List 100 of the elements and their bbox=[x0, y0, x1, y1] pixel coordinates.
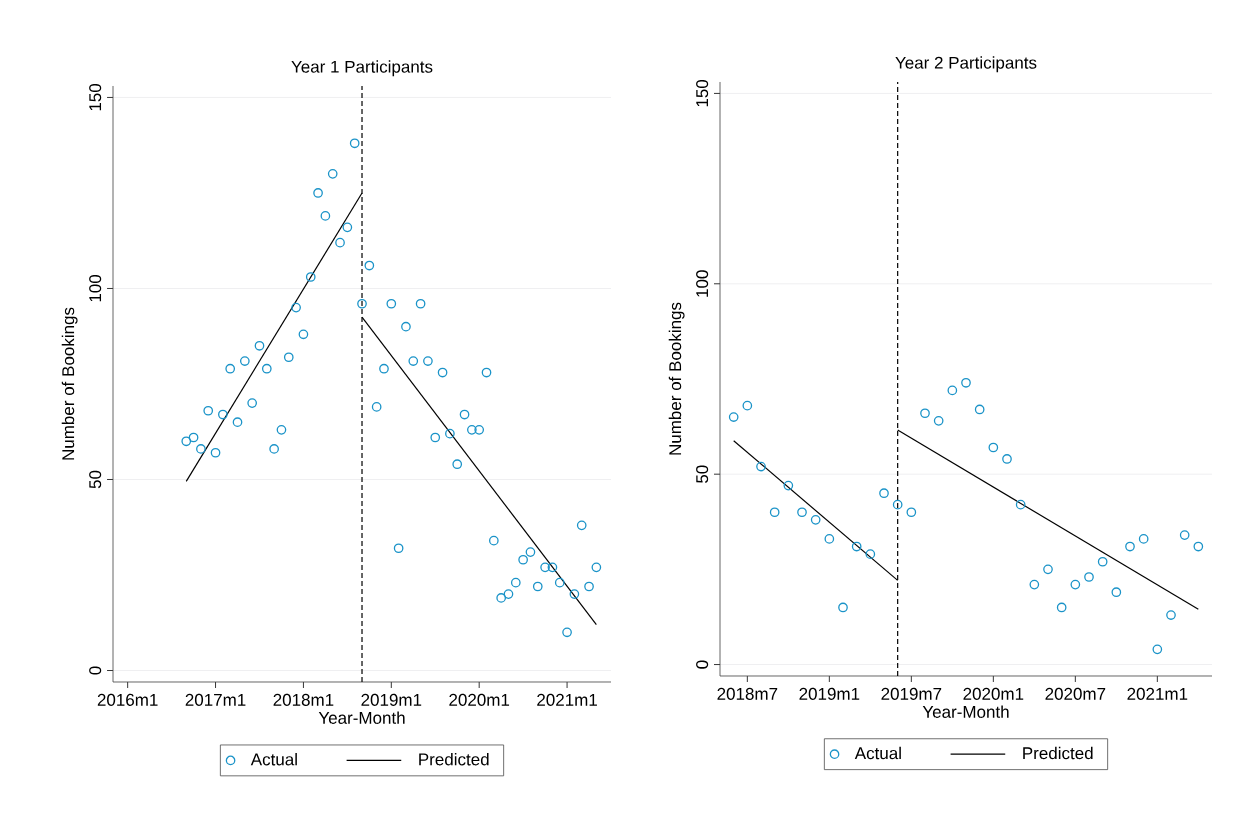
point bbox=[218, 409, 228, 420]
y-tick-label: 50 bbox=[696, 465, 709, 483]
point bbox=[1152, 644, 1163, 655]
point bbox=[1015, 499, 1026, 510]
point bbox=[239, 356, 250, 366]
point bbox=[496, 593, 507, 603]
point bbox=[327, 169, 338, 179]
y-tick-label: 150 bbox=[89, 83, 102, 111]
point bbox=[291, 302, 301, 313]
point bbox=[756, 461, 766, 472]
point bbox=[1043, 564, 1053, 575]
point bbox=[503, 589, 514, 599]
point bbox=[408, 356, 419, 366]
y-tick-label: 50 bbox=[89, 470, 102, 489]
y-tick-label: 0 bbox=[89, 666, 102, 675]
point bbox=[1111, 587, 1122, 598]
point bbox=[584, 581, 594, 592]
point bbox=[1029, 579, 1040, 590]
point bbox=[540, 562, 550, 573]
y-tick-label: 100 bbox=[89, 274, 102, 302]
point bbox=[298, 329, 309, 340]
point bbox=[452, 459, 463, 470]
point bbox=[261, 363, 272, 374]
point bbox=[481, 367, 492, 378]
point bbox=[810, 515, 821, 525]
point bbox=[269, 444, 279, 454]
point bbox=[335, 237, 345, 248]
point bbox=[525, 547, 536, 557]
point bbox=[933, 416, 944, 426]
x-tick-label: 2019m1 bbox=[799, 687, 860, 700]
point bbox=[225, 363, 236, 374]
point bbox=[851, 541, 862, 552]
x-tick-label: 2018m7 bbox=[717, 687, 778, 700]
point bbox=[824, 534, 835, 544]
x-tick-label: 2019m7 bbox=[881, 687, 942, 700]
point bbox=[742, 400, 753, 411]
point bbox=[1097, 556, 1108, 567]
point bbox=[591, 562, 602, 573]
point bbox=[445, 428, 455, 439]
point bbox=[532, 581, 543, 592]
x-axis-title: Year-Month bbox=[318, 711, 405, 724]
y-tick-label: 150 bbox=[696, 79, 709, 107]
point bbox=[920, 408, 930, 419]
point bbox=[510, 577, 521, 588]
point bbox=[974, 404, 985, 415]
point bbox=[196, 444, 206, 454]
point bbox=[181, 436, 192, 447]
point bbox=[728, 412, 739, 422]
y-axis-title: Number of Bookings bbox=[61, 307, 78, 460]
point bbox=[276, 424, 287, 435]
point bbox=[1084, 572, 1094, 582]
point bbox=[554, 577, 565, 588]
point bbox=[379, 363, 389, 374]
chart-title: Year 1 Participants bbox=[291, 60, 433, 77]
point bbox=[1193, 541, 1204, 552]
point bbox=[305, 272, 316, 282]
point bbox=[430, 432, 441, 443]
point bbox=[892, 499, 903, 510]
x-tick-label: 2020m7 bbox=[1045, 687, 1106, 700]
point bbox=[401, 321, 411, 332]
point bbox=[313, 188, 323, 198]
point bbox=[203, 405, 214, 416]
point bbox=[783, 480, 794, 491]
point bbox=[562, 627, 572, 638]
point bbox=[342, 222, 353, 233]
point bbox=[247, 398, 258, 408]
point bbox=[320, 211, 331, 221]
point bbox=[364, 260, 375, 271]
point bbox=[423, 356, 433, 366]
point bbox=[1056, 602, 1067, 613]
x-tick-label: 2017m1 bbox=[185, 693, 246, 706]
x-tick-label: 2019m1 bbox=[361, 693, 422, 706]
point bbox=[1002, 454, 1012, 464]
chart-title: Year 2 Participants bbox=[895, 56, 1037, 73]
point bbox=[393, 543, 404, 554]
point bbox=[1179, 530, 1190, 540]
x-tick-label: 2021m1 bbox=[1127, 687, 1188, 700]
point bbox=[569, 589, 580, 599]
point bbox=[988, 442, 999, 453]
point bbox=[467, 424, 477, 435]
point bbox=[547, 562, 558, 573]
point bbox=[210, 447, 221, 458]
point bbox=[386, 298, 397, 309]
y-axis-title: Number of Bookings bbox=[668, 302, 685, 455]
point bbox=[371, 402, 382, 412]
x-tick-label: 2021m1 bbox=[537, 693, 597, 706]
point bbox=[1166, 610, 1176, 620]
x-tick-label: 2016m1 bbox=[97, 693, 158, 706]
point bbox=[357, 298, 367, 309]
point bbox=[838, 602, 848, 613]
point bbox=[459, 409, 470, 420]
legend-label: Predicted bbox=[419, 752, 489, 766]
point bbox=[254, 340, 265, 351]
point bbox=[488, 535, 499, 546]
legend-label: Actual bbox=[854, 746, 901, 760]
point bbox=[188, 432, 199, 443]
point bbox=[474, 424, 485, 435]
x-tick-label: 2018m1 bbox=[273, 693, 334, 706]
y-tick-label: 0 bbox=[696, 660, 709, 669]
point bbox=[1138, 534, 1149, 544]
